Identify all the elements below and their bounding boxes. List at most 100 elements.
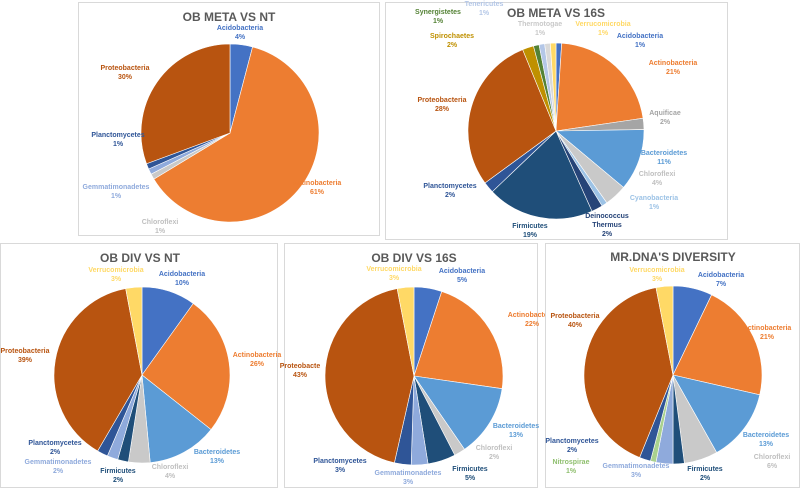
slice-label-name: Cyanobacteria [630,195,678,202]
slice-label: Firmicutes 5% [452,466,488,482]
slice-label: Firmicutes 2% [100,468,136,484]
pie-chart-panel: OB DIV VS 16S Acidobacteria 5% Actinobacter… [280,243,556,488]
slice-label-name: Chloroflexi [639,171,676,178]
slice-label-percent: 3% [403,479,414,486]
slice-label-percent: 3% [631,472,642,479]
slice-label: Gemmatimonadetes 1% [83,184,150,200]
slice-label: Proteobacteria 39% [0,348,49,364]
pie-slice-proteobacteria [467,49,557,184]
slice-label: Cyanobacteria 1% [630,195,678,211]
slice-label-name: Acidobacteria [698,272,744,279]
slice-label-name: Thermotogae [518,21,562,28]
slice-label-name: Chloroflexi [754,454,791,461]
slice-label-percent: 43% [293,372,308,379]
pie-slice-actinobacteria [413,291,504,390]
slice-label-percent: 1% [111,193,122,200]
slice-label-name: Actinobacteria [233,352,282,359]
slice-label: Synergistetes 1% [415,9,461,25]
slice-label-percent: 1% [155,228,166,235]
slice-label-name: Tenericutes [465,1,504,8]
slice-label-percent: 61% [310,189,325,196]
slice-label: Chloroflexi 4% [152,464,189,480]
slice-label-percent: 2% [700,475,711,482]
pie-slice-verrucomicrobia [396,286,415,377]
pie-slice-bacteroidetes [413,375,503,450]
slice-label: Bacteroidetes 13% [743,432,789,448]
slice-label: Gemmatimonadetes 3% [375,470,442,486]
slice-label-name: Planctomycetes [545,438,598,445]
slice-label-name: Gemmatimonadetes [25,459,92,466]
slice-label-percent: 13% [210,458,225,465]
slice-label-percent: 1% [433,18,444,25]
slice-label-percent: 13% [509,432,524,439]
pie-slice-verrucomicrobia [125,286,143,376]
pie-slice-proteobacteria [53,288,143,452]
slice-label-percent: 2% [53,468,64,475]
slice-label: Chloroflexi 4% [639,171,676,187]
pie-chart-panel: OB DIV VS NT Acidobacteria 10% Actinobacter… [0,243,282,488]
slice-label: Proteobacte 43% [280,363,321,379]
slice-label-name: Actinobacteria [743,325,792,332]
slice-label: Acidobacteria 10% [159,271,205,287]
slice-label-name: Acidobacteria [617,33,663,40]
slice-label-name: Proteobacteria [550,313,599,320]
slice-label: Bacteroidetes 13% [194,449,240,465]
slice-label-percent: 13% [759,441,774,448]
slice-label-percent: 4% [235,34,246,41]
slice-label-name: Acidobacteria [217,25,263,32]
slice-label-name: Proteobacteria [100,65,149,72]
slice-label-percent: 39% [18,357,33,364]
slice-label: Proteobacteria 30% [100,65,149,81]
slice-label-percent: 4% [652,180,663,187]
slice-label: Planctomycetes 2% [423,183,476,199]
slice-label-percent: 4% [165,473,176,480]
slice-label-name: Verrucomicrobia [88,267,143,274]
slice-label-percent: 3% [335,467,346,474]
slice-label: Acidobacteria 5% [439,268,485,284]
slice-label: Gemmatimonadetes 3% [603,463,670,479]
slice-label-name: Verrucomicrobia [366,266,421,273]
slice-label-percent: 10% [175,280,190,287]
pie-chart-panel: OB META VS 16S Acidobacteria 1% Actinobacte… [385,1,728,240]
slice-label-percent: 2% [113,477,124,484]
slice-label: Chloroflexi 2% [476,445,513,461]
slice-label-name: Bacteroidetes [743,432,789,439]
slice-label-name: Firmicutes [100,468,136,475]
slice-label: Proteobacteria 28% [417,97,466,113]
slice-label-percent: 1% [535,30,546,37]
slice-label-name: Planctomycetes [423,183,476,190]
slice-label-name: Planctomycetes [28,440,81,447]
slice-label-percent: 1% [113,141,124,148]
slice-label-percent: 1% [598,30,609,37]
slice-label: Planctomycetes 1% [91,132,144,148]
chart-title: MR.DNA'S DIVERSITY [610,250,736,264]
slice-label-percent: 2% [567,447,578,454]
pie-slice-actinobacteria [153,46,320,223]
slice-label-name: Acidobacteria [159,271,205,278]
slice-label-percent: 2% [447,42,458,49]
slice-label: Actinobacteria 61% [293,180,342,196]
slice-label-percent: 3% [389,275,400,282]
pie-slice-firmicutes [491,130,593,220]
slice-label-percent: 5% [465,475,476,482]
slice-label-percent: 2% [445,192,456,199]
slice-label: Nitrospirae 1% [553,459,590,475]
pie-slice-actinobacteria [141,303,231,430]
slice-label-percent: 2% [660,119,671,126]
slice-label-name: Actinobacteria [649,60,698,67]
slice-label-percent: 1% [649,204,660,211]
slice-label: Deinococcus Thermus 2% [585,213,629,238]
pie-slice-verrucomicrobia [549,42,557,132]
slice-label-percent: 21% [666,69,681,76]
slice-label-percent: 1% [635,42,646,49]
pie-slice-proteobacteria [140,43,231,165]
slice-label-name: Planctomycetes [313,458,366,465]
slice-label-name: Verrucomicrobia [629,267,684,274]
chart-title: OB META VS 16S [507,6,605,20]
slice-label: Planctomycetes 2% [545,438,598,454]
pie-chart-panel: MR.DNA'S DIVERSITY Acidobacteria 7% Actinob… [545,243,800,488]
slice-label: Acidobacteria 7% [698,272,744,288]
slice-label-name: Bacteroidetes [194,449,240,456]
slice-label: Actinobacteria 26% [233,352,282,368]
